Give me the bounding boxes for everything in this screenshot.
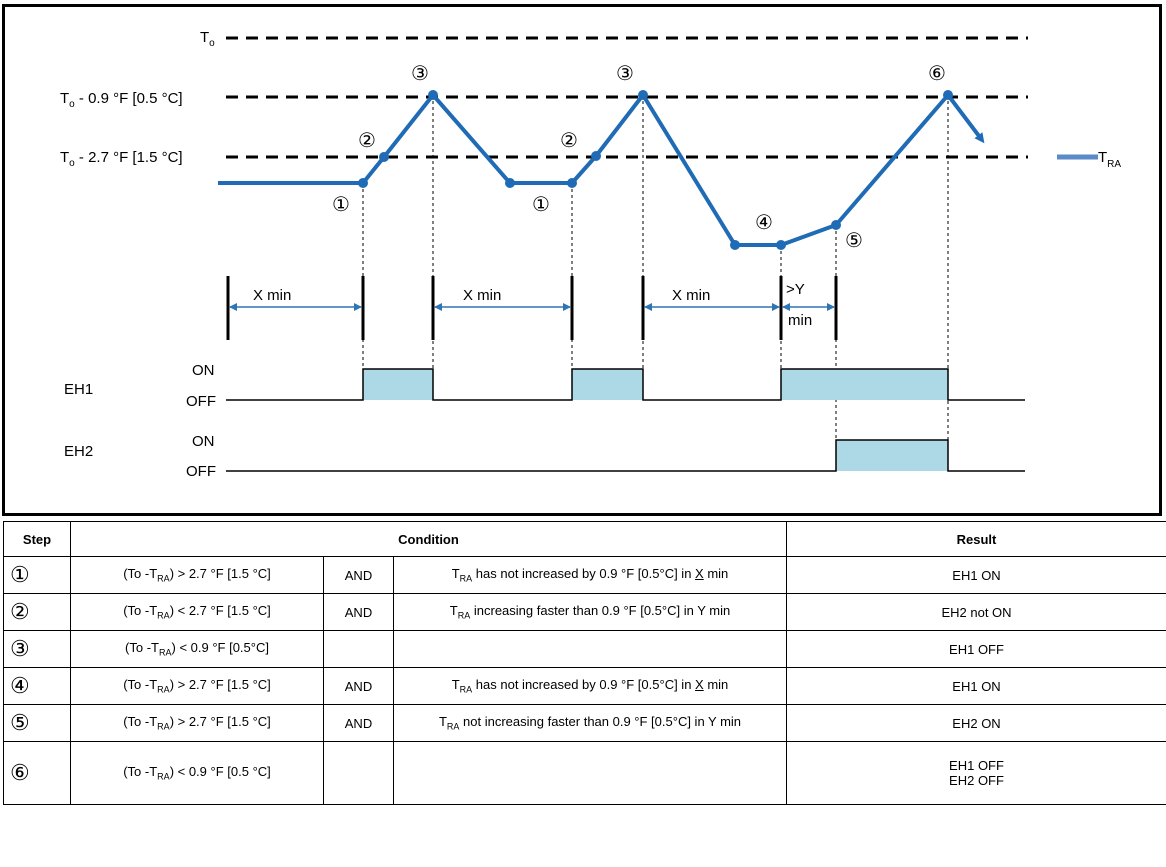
- tra-point: [831, 220, 841, 230]
- eh1-name: EH1: [64, 381, 93, 398]
- result-cell: EH1 ON: [786, 556, 1166, 594]
- tra-point: [358, 178, 368, 188]
- header-step: Step: [3, 521, 71, 557]
- table-row: ② (To -TRA) < 2.7 °F [1.5 °C] AND TRA incre…: [3, 593, 1166, 631]
- interval-label-x: X min: [672, 287, 710, 304]
- condition-secondary: [393, 630, 787, 668]
- interval-label-x: X min: [253, 287, 291, 304]
- step-marker: ⑤: [3, 704, 71, 742]
- condition-secondary: TRA has not increased by 0.9 °F [0.5°C] …: [393, 667, 787, 705]
- interval-label-y-top: >Y: [786, 281, 805, 298]
- marker-3: ③: [411, 63, 429, 85]
- level-label-to: To: [200, 29, 215, 49]
- result-text: EH1 OFF: [949, 758, 1004, 773]
- eh2-on-pulse: [836, 440, 948, 471]
- condition-and: AND: [323, 667, 394, 705]
- tra-point: [730, 240, 740, 250]
- tra-point: [505, 178, 515, 188]
- step-marker: ⑥: [3, 741, 71, 805]
- tra-point: [567, 178, 577, 188]
- tra-point: [638, 90, 648, 100]
- header-result: Result: [786, 521, 1166, 557]
- table-row: ⑤ (To -TRA) > 2.7 °F [1.5 °C] AND TRA not i…: [3, 704, 1166, 742]
- marker-3: ③: [616, 63, 634, 85]
- result-cell: EH1 ON: [786, 667, 1166, 705]
- step-marker: ④: [3, 667, 71, 705]
- condition-and: [323, 741, 394, 805]
- step-marker: ②: [3, 593, 71, 631]
- step-marker: ③: [3, 630, 71, 668]
- eh1-on-pulse: [572, 369, 643, 400]
- table-row: ⑥ (To -TRA) < 0.9 °F [0.5 °C] EH1 OFF EH2 O…: [3, 741, 1166, 805]
- marker-4: ④: [755, 212, 773, 234]
- table-row: ④ (To -TRA) > 2.7 °F [1.5 °C] AND TRA has n…: [3, 667, 1166, 705]
- level-label-to-minus-09: To - 0.9 °F [0.5 °C]: [60, 90, 183, 110]
- step-marker: ①: [3, 556, 71, 594]
- tra-point: [379, 152, 389, 162]
- marker-6: ⑥: [928, 63, 946, 85]
- condition-primary: (To -TRA) < 0.9 °F [0.5°C]: [70, 630, 324, 668]
- legend-label: TRA: [1098, 149, 1121, 170]
- condition-and: AND: [323, 556, 394, 594]
- result-text: EH1 ON: [952, 678, 1001, 694]
- steps-table-header: Step Condition Result: [3, 521, 1166, 557]
- header-condition: Condition: [70, 521, 787, 557]
- table-row: ③ (To -TRA) < 0.9 °F [0.5°C] EH1 OFF: [3, 630, 1166, 668]
- timing-diagram-svg: To To - 0.9 °F [0.5 °C] To - 2.7 °F [1.5…: [60, 29, 1121, 480]
- eh2-off-label: OFF: [186, 463, 216, 480]
- tra-point: [428, 90, 438, 100]
- table-row: ① (To -TRA) > 2.7 °F [1.5 °C] AND TRA has n…: [3, 556, 1166, 594]
- level-label-to-minus-27: To - 2.7 °F [1.5 °C]: [60, 149, 183, 169]
- marker-1: ①: [332, 194, 350, 216]
- condition-primary: (To -TRA) > 2.7 °F [1.5 °C]: [70, 667, 324, 705]
- condition-primary: (To -TRA) > 2.7 °F [1.5 °C]: [70, 704, 324, 742]
- condition-secondary: TRA increasing faster than 0.9 °F [0.5°C…: [393, 593, 787, 631]
- eh1-on-pulse: [363, 369, 433, 400]
- tra-point: [776, 240, 786, 250]
- result-text: EH2 OFF: [949, 773, 1004, 788]
- marker-2: ②: [358, 130, 376, 152]
- result-text: EH1 ON: [952, 567, 1001, 583]
- condition-primary: (To -TRA) < 0.9 °F [0.5 °C]: [70, 741, 324, 805]
- result-cell: EH2 not ON: [786, 593, 1166, 631]
- result-text: EH1 OFF: [949, 641, 1004, 657]
- eh2-name: EH2: [64, 443, 93, 460]
- result-cell: EH1 OFF EH2 OFF: [786, 741, 1166, 805]
- condition-secondary: [393, 741, 787, 805]
- eh1-on-label: ON: [192, 362, 215, 379]
- result-text: EH2 ON: [952, 715, 1001, 731]
- eh2-trace: [226, 439, 1025, 472]
- condition-primary: (To -TRA) < 2.7 °F [1.5 °C]: [70, 593, 324, 631]
- tra-point: [943, 90, 953, 100]
- marker-5: ⑤: [845, 230, 863, 252]
- condition-and: [323, 630, 394, 668]
- diagram-frame: [2, 4, 1162, 516]
- tra-points: [358, 90, 953, 250]
- interval-label-x: X min: [463, 287, 501, 304]
- tra-point: [591, 151, 601, 161]
- eh2-on-label: ON: [192, 433, 215, 450]
- condition-primary: (To -TRA) > 2.7 °F [1.5 °C]: [70, 556, 324, 594]
- condition-secondary: TRA has not increased by 0.9 °F [0.5°C] …: [393, 556, 787, 594]
- eh1-pulses: [363, 369, 948, 400]
- interval-label-y-bottom: min: [788, 312, 812, 329]
- marker-2: ②: [560, 130, 578, 152]
- result-text: EH2 not ON: [941, 604, 1012, 620]
- timing-diagram: To To - 0.9 °F [0.5 °C] To - 2.7 °F [1.5…: [2, 4, 1162, 516]
- result-cell: EH2 ON: [786, 704, 1166, 742]
- steps-table: Step Condition Result ① (To -TRA) > 2.7 °…: [3, 521, 1166, 805]
- condition-and: AND: [323, 593, 394, 631]
- interval-ticks: [226, 276, 838, 340]
- result-cell: EH1 OFF: [786, 630, 1166, 668]
- condition-and: AND: [323, 704, 394, 742]
- marker-1: ①: [532, 194, 550, 216]
- eh1-off-label: OFF: [186, 393, 216, 410]
- eh1-trace: [226, 368, 1025, 401]
- condition-secondary: TRA not increasing faster than 0.9 °F [0…: [393, 704, 787, 742]
- eh1-on-pulse: [781, 369, 948, 400]
